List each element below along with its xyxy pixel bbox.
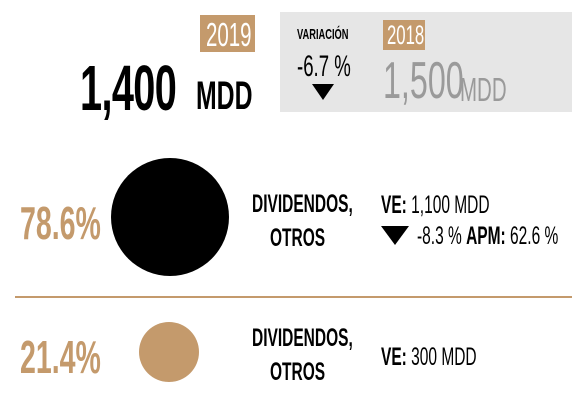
apm-value: 62.6 % bbox=[510, 222, 559, 250]
circle bbox=[139, 322, 199, 382]
current-year: 2019 bbox=[206, 16, 252, 53]
share: 78.6% bbox=[20, 197, 101, 249]
row-label: DIVIDENDOS, bbox=[252, 190, 353, 218]
variation-label: VARIACIÓN bbox=[297, 26, 349, 43]
previous-value: 1,500 bbox=[383, 52, 464, 110]
comparison-panel bbox=[280, 12, 572, 112]
current-value: 1,400 bbox=[80, 52, 177, 124]
variation-value: -6.7 % bbox=[297, 50, 351, 83]
year-badge bbox=[383, 20, 425, 50]
ve-label: VE: bbox=[381, 343, 407, 371]
current-unit: MDD bbox=[196, 74, 253, 118]
ve-value: 300 MDD bbox=[411, 343, 477, 371]
divider bbox=[15, 296, 572, 298]
row-label: DIVIDENDOS, bbox=[252, 324, 353, 352]
year-badge bbox=[200, 15, 255, 52]
down-arrow bbox=[381, 226, 409, 245]
ve-line: VE: 1,100 MDD bbox=[381, 193, 490, 218]
row-label: OTROS bbox=[270, 224, 326, 252]
ve-value: 1,100 MDD bbox=[411, 191, 490, 219]
change-line: -8.3 % APM: 62.6 % bbox=[417, 224, 558, 249]
circle bbox=[111, 158, 229, 276]
change-value: -8.3 % bbox=[417, 222, 462, 250]
ve-label: VE: bbox=[381, 191, 407, 219]
apm-label: APM: bbox=[466, 222, 506, 250]
down-arrow bbox=[312, 84, 334, 100]
ve-line: VE: 300 MDD bbox=[381, 345, 477, 370]
previous-unit: MDD bbox=[460, 71, 507, 108]
share: 21.4% bbox=[20, 331, 101, 383]
row-label: OTROS bbox=[270, 358, 326, 386]
previous-year: 2018 bbox=[387, 20, 425, 50]
